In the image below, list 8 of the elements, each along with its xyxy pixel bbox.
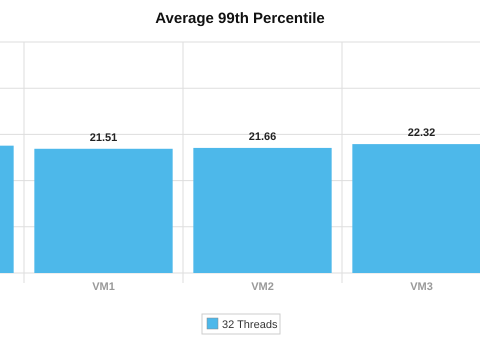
- data-label: 21.66: [248, 130, 276, 143]
- x-tick-label: VM3: [410, 281, 433, 293]
- x-tick-label: VM1: [92, 281, 115, 293]
- legend-label: 32 Threads: [222, 319, 278, 331]
- data-label: 21.51: [90, 132, 118, 144]
- chart-title: Average 99th Percentile: [155, 10, 325, 27]
- x-tick-label: VM2: [251, 281, 274, 293]
- data-label: 22.32: [408, 127, 436, 140]
